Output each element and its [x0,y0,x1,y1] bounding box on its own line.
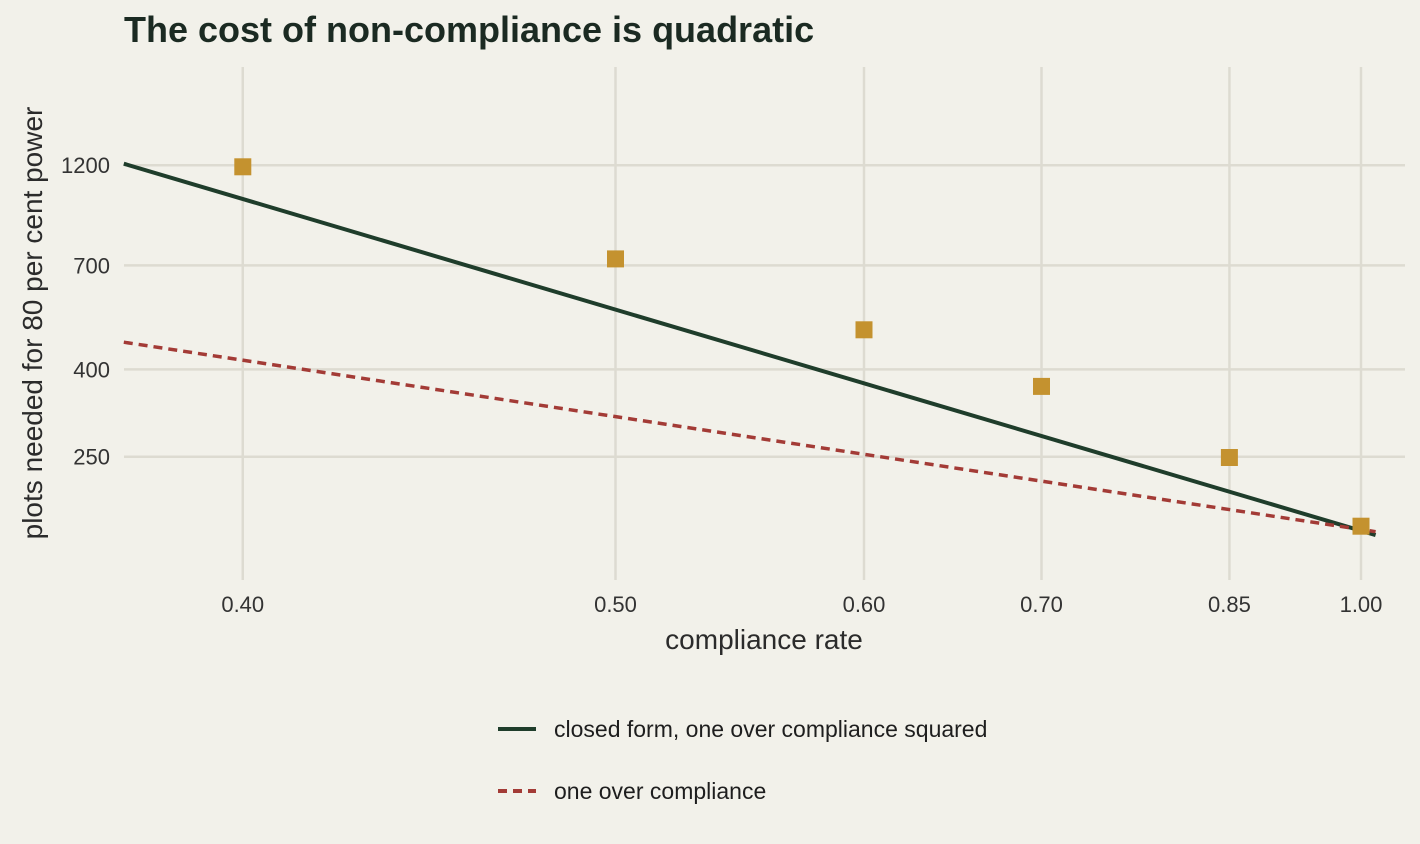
x-tick-label: 0.40 [221,592,264,617]
data-point-square [1220,449,1238,466]
x-tick-label: 1.00 [1340,592,1383,617]
legend: closed form, one over compliance squared… [498,716,987,804]
y-tick-label: 1200 [61,153,110,178]
x-tick-label: 0.60 [843,592,886,617]
series-line-closed-form [123,161,1377,538]
legend-label: one over compliance [554,778,766,804]
x-tick-label: 0.70 [1020,592,1063,617]
legend-label: closed form, one over compliance squared [554,716,987,742]
data-point-square [1352,517,1370,535]
data-point-square [855,321,873,339]
grid [124,67,1405,580]
data-point-square [607,250,624,268]
y-tick-label: 400 [73,357,110,382]
plot-area [123,161,1377,538]
x-axis-label: compliance rate [665,624,863,655]
y-tick-label: 250 [73,445,110,470]
x-tick-label: 0.85 [1208,592,1251,617]
x-tick-label: 0.50 [594,592,637,617]
x-axis-ticks: 0.40 0.50 0.60 0.70 0.85 1.00 [221,592,1382,617]
y-tick-label: 700 [73,253,110,278]
y-axis-label: plots needed for 80 per cent power [17,107,48,540]
data-point-square [1033,377,1050,395]
data-points [234,158,1370,535]
data-point-square [234,158,252,176]
series-line-one-over-compliance [123,340,1376,534]
chart-title: The cost of non-compliance is quadratic [124,9,814,50]
y-axis-ticks: 250 400 700 1200 [61,153,110,470]
